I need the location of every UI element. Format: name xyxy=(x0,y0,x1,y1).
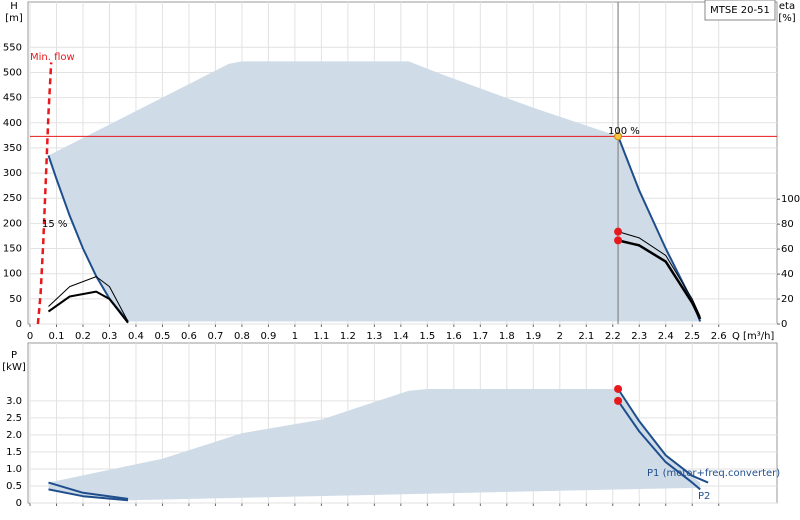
curve xyxy=(48,481,129,500)
x-tick-label: 1.5 xyxy=(419,331,435,342)
y-tick-label: 3.0 xyxy=(6,396,22,407)
y-axis-unit: [kW] xyxy=(2,362,26,373)
data-point xyxy=(614,384,623,393)
x-tick-label: 0.2 xyxy=(75,331,91,342)
model-label: MTSE 20-51 xyxy=(710,5,770,16)
y-tick-label: 400 xyxy=(3,118,22,129)
y-tick-label: 0 xyxy=(16,498,22,509)
x-tick-label: 2 xyxy=(557,331,563,342)
data-point xyxy=(614,396,623,405)
y-tick-label: 0 xyxy=(16,319,22,330)
curve xyxy=(617,388,709,484)
annotation: P1 (motor+freq.converter) xyxy=(647,468,780,479)
annotation: P2 xyxy=(698,491,710,502)
y-tick-label: 1.5 xyxy=(6,447,22,458)
x-tick-label: 1.1 xyxy=(313,331,329,342)
y2-tick-label: 40 xyxy=(781,269,794,280)
x-tick-label: 2.5 xyxy=(684,331,700,342)
data-point xyxy=(614,227,623,236)
efficiency-curve xyxy=(617,231,701,317)
x-tick-label: 2.2 xyxy=(605,331,621,342)
x-tick-label: 0.9 xyxy=(260,331,276,342)
x-tick-label: 0.3 xyxy=(102,331,118,342)
x-tick-label: 2.1 xyxy=(578,331,594,342)
x-tick-label: 0 xyxy=(27,331,33,342)
data-point xyxy=(614,132,623,141)
x-tick-label: 1.6 xyxy=(446,331,462,342)
x-tick-label: 0.8 xyxy=(234,331,250,342)
curve xyxy=(617,400,701,491)
y-tick-label: 350 xyxy=(3,143,22,154)
y2-axis-label: eta xyxy=(779,1,795,12)
x-tick-label: 1.8 xyxy=(499,331,515,342)
curve xyxy=(36,62,53,325)
efficiency-curve xyxy=(617,239,702,320)
y2-tick-label: 60 xyxy=(781,244,794,255)
annotation: 15 % xyxy=(42,219,67,230)
x-tick-label: 2.4 xyxy=(658,331,674,342)
y-axis-label: H xyxy=(10,1,18,12)
y-axis-label: P xyxy=(11,350,17,361)
x-tick-label: 0.5 xyxy=(154,331,170,342)
y-tick-label: 250 xyxy=(3,193,22,204)
y-tick-label: 2.5 xyxy=(6,413,22,424)
y2-tick-label: 0 xyxy=(781,319,787,330)
data-point xyxy=(614,236,623,245)
x-tick-label: 1.3 xyxy=(366,331,382,342)
model-label-box xyxy=(704,0,776,21)
y-tick-label: 2.0 xyxy=(6,430,22,441)
x-tick-label: 1.7 xyxy=(472,331,488,342)
y2-axis-unit: [%] xyxy=(778,13,795,24)
x-tick-label: 0.4 xyxy=(128,331,144,342)
y-tick-label: 500 xyxy=(3,67,22,78)
y-axis-unit: [m] xyxy=(5,13,23,24)
y-tick-label: 550 xyxy=(3,42,22,53)
x-axis-label: Q [m³/h] xyxy=(732,331,774,342)
y-tick-label: 50 xyxy=(9,294,22,305)
x-tick-label: 2.6 xyxy=(711,331,727,342)
y-tick-label: 300 xyxy=(3,168,22,179)
efficiency-curve xyxy=(48,276,129,322)
x-tick-label: 1.4 xyxy=(393,331,409,342)
y-tick-label: 450 xyxy=(3,93,22,104)
y2-tick-label: 80 xyxy=(781,219,794,230)
y2-tick-label: 20 xyxy=(781,294,794,305)
y-tick-label: 150 xyxy=(3,244,22,255)
y-tick-label: 1.0 xyxy=(6,464,22,475)
x-tick-label: 2.3 xyxy=(631,331,647,342)
y-tick-label: 100 xyxy=(3,269,22,280)
curve xyxy=(48,488,129,502)
x-tick-label: 0.1 xyxy=(49,331,65,342)
efficiency-curve xyxy=(47,290,129,324)
x-tick-label: 1.2 xyxy=(340,331,356,342)
operating-range-area xyxy=(48,389,701,501)
annotation: 100 % xyxy=(608,126,640,137)
y2-tick-label: 100 xyxy=(781,194,800,205)
operating-range-area xyxy=(48,61,701,322)
annotation: Min. flow xyxy=(30,52,75,63)
x-tick-label: 0.6 xyxy=(181,331,197,342)
x-tick-label: 0.7 xyxy=(207,331,223,342)
x-tick-label: 1.9 xyxy=(525,331,541,342)
y-tick-label: 200 xyxy=(3,218,22,229)
y-tick-label: 0.5 xyxy=(6,481,22,492)
x-tick-label: 1 xyxy=(292,331,298,342)
